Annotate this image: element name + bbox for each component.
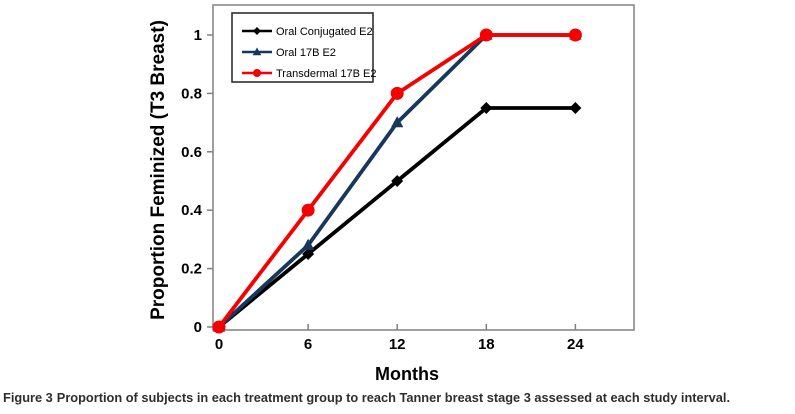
data-point-marker-transdermal-17b-e2 xyxy=(212,320,226,334)
data-point-marker-transdermal-17b-e2 xyxy=(568,28,582,42)
data-point-marker-oral-17b-e2 xyxy=(391,116,404,128)
y-axis-title: Proportion Feminized (T3 Breast) xyxy=(148,20,169,320)
y-tick-label: 0.2 xyxy=(181,261,202,278)
legend-label-transdermal-17b-e2: Transdermal 17B E2 xyxy=(276,68,376,80)
legend-marker-oral-conjugated-e2 xyxy=(253,27,261,35)
data-point-marker-oral-conjugated-e2 xyxy=(480,102,493,114)
figure-caption: Figure 3 Proportion of subjects in each t… xyxy=(3,389,793,406)
x-tick-label: 0 xyxy=(215,336,223,353)
x-tick-label: 18 xyxy=(478,336,495,353)
y-tick-label: 1 xyxy=(194,27,202,44)
legend-label-oral-17b-e2: Oral 17B E2 xyxy=(276,47,336,59)
data-point-marker-oral-conjugated-e2 xyxy=(302,248,315,260)
data-point-marker-transdermal-17b-e2 xyxy=(390,86,404,100)
figure-caption-text: Proportion of subjects in each treatment… xyxy=(56,390,730,405)
y-tick-label: 0.8 xyxy=(181,85,202,102)
x-tick-label: 12 xyxy=(389,336,406,353)
figure-caption-label: Figure 3 xyxy=(3,390,53,405)
data-point-marker-oral-conjugated-e2 xyxy=(391,175,404,187)
x-tick-label: 24 xyxy=(567,336,584,353)
data-point-marker-oral-conjugated-e2 xyxy=(569,102,582,114)
y-tick-label: 0.4 xyxy=(181,202,203,219)
legend-label-oral-conjugated-e2: Oral Conjugated E2 xyxy=(276,26,373,38)
x-tick-label: 6 xyxy=(304,336,312,353)
legend-marker-transdermal-17b-e2 xyxy=(253,69,261,77)
legend-marker-oral-17b-e2 xyxy=(252,47,262,56)
chart-svg: 0 0.2 0.4 0.6 0.8 1 0 6 12 18 24 Proportion Feminiz… xyxy=(148,4,635,384)
data-point-marker-transdermal-17b-e2 xyxy=(479,28,493,42)
data-point-marker-transdermal-17b-e2 xyxy=(301,203,315,217)
y-tick-label: 0 xyxy=(194,319,202,336)
y-tick-label: 0.6 xyxy=(181,144,202,161)
data-point-marker-oral-17b-e2 xyxy=(301,238,315,250)
x-axis-title: Months xyxy=(375,364,439,384)
